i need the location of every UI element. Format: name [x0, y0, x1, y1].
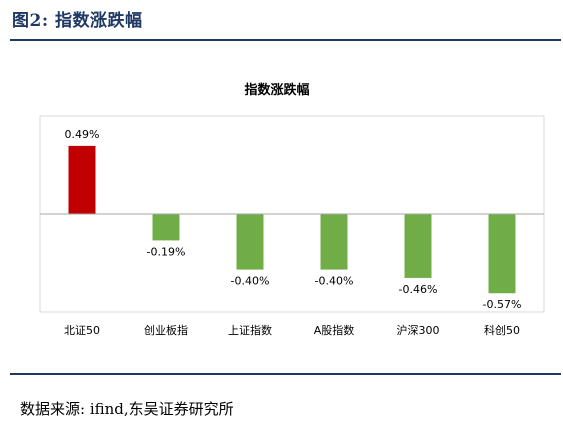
chart-title: 指数涨跌幅 — [244, 82, 309, 98]
data-label-5: -0.57% — [483, 298, 522, 311]
top-divider — [10, 39, 561, 41]
figure-title: 图2: 指数涨跌幅 — [12, 11, 143, 31]
bar-4 — [404, 214, 432, 278]
bar-chart: 指数涨跌幅 0.49% 北证50 -0.19% 创业板指 -0.40% 上证指数 -0.40… — [39, 82, 545, 337]
bar-5 — [488, 214, 516, 294]
category-label-1: 创业板指 — [144, 323, 188, 337]
bar-1 — [152, 214, 180, 241]
data-label-2: -0.40% — [231, 275, 270, 288]
category-label-5: 科创50 — [484, 323, 520, 337]
bar-0 — [68, 145, 96, 214]
data-label-0: 0.49% — [65, 128, 100, 141]
bar-3 — [320, 214, 348, 270]
category-label-0: 北证50 — [64, 324, 100, 337]
data-label-4: -0.46% — [399, 283, 438, 296]
category-label-4: 沪深300 — [397, 323, 440, 337]
data-label-3: -0.40% — [315, 275, 354, 288]
data-label-1: -0.19% — [147, 245, 186, 258]
bottom-divider — [10, 373, 561, 375]
source-note: 数据来源: ifind,东吴证券研究所 — [20, 400, 234, 418]
bar-2 — [236, 214, 264, 270]
category-label-2: 上证指数 — [228, 323, 272, 337]
category-label-3: A股指数 — [314, 323, 355, 337]
